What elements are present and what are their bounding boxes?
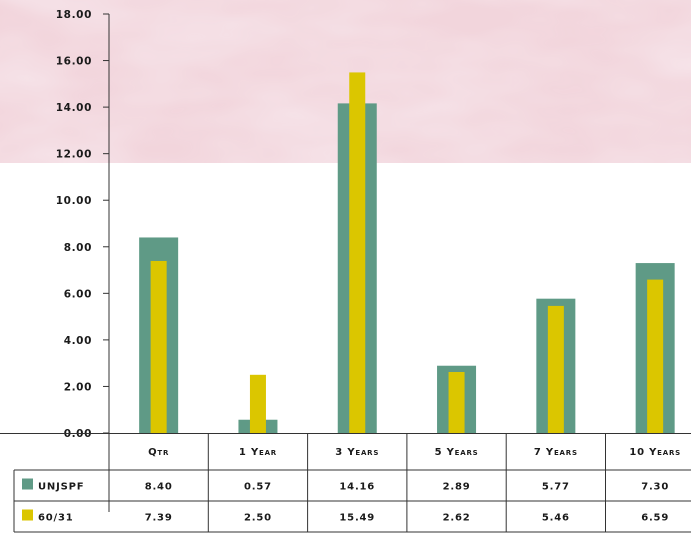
bars [0, 72, 691, 434]
table-cell: 2.62 [443, 513, 471, 524]
bar-60-31 [349, 72, 366, 434]
table-cell: 5.77 [542, 482, 570, 493]
table-cell: 0.57 [244, 482, 272, 493]
marble-background [0, 0, 691, 163]
bar-60-31 [150, 260, 167, 433]
table-cell: 6.59 [641, 513, 669, 524]
table-cell: 14.16 [339, 482, 375, 493]
y-tick-label: 12.00 [56, 149, 92, 161]
table-cell: 7.30 [641, 482, 669, 493]
bar-60-31 [448, 372, 465, 433]
y-tick-label: 2.00 [64, 381, 92, 393]
bar-60-31 [647, 279, 664, 433]
y-tick-label: 8.00 [64, 242, 92, 254]
category-label: 3 Years [335, 447, 379, 458]
legend-label: 60/31 [38, 513, 73, 524]
legend-swatch [22, 478, 33, 490]
table-cell: 2.89 [443, 482, 471, 493]
bar-60-31 [249, 374, 266, 433]
category-label: 7 Years [534, 447, 578, 458]
category-label: 10 Years [629, 447, 681, 458]
y-tick-label: 18.00 [56, 9, 92, 21]
y-tick-label: 4.00 [64, 335, 92, 347]
table-cell: 8.40 [145, 482, 173, 493]
table-cell: 5.46 [542, 513, 570, 524]
data-table: Qtr 1 Year 3 Years 5 Years 7 Years 10 Years UN… [13, 433, 691, 533]
legend-label: UNJSPF [38, 482, 84, 493]
y-tick-label: 6.00 [64, 288, 92, 300]
y-tick-label: 10.00 [56, 195, 92, 207]
y-tick-label: 14.00 [56, 102, 92, 114]
y-tick-label: 16.00 [56, 56, 92, 68]
category-label: 1 Year [239, 447, 277, 458]
bar-60-31 [547, 305, 564, 433]
table-cell: 2.50 [244, 513, 272, 524]
category-label: Qtr [148, 447, 169, 458]
category-label: 5 Years [435, 447, 479, 458]
table-cell: 15.49 [339, 513, 375, 524]
table-cell: 7.39 [145, 513, 173, 524]
legend-swatch [22, 509, 33, 521]
y-axis: 0.002.004.006.008.0010.0012.0014.0016.00… [56, 9, 110, 512]
